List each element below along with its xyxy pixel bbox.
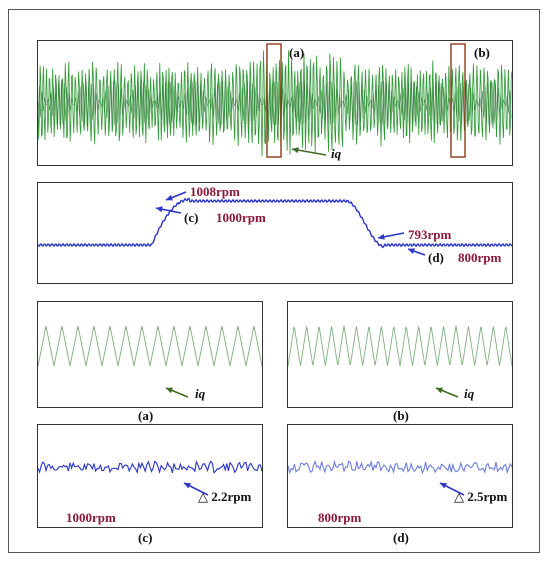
- zoom-c-caption: (c): [138, 530, 153, 545]
- current-waveform-plot: [38, 43, 512, 158]
- zoom-a-panel: iq: [37, 301, 263, 408]
- c-value-label: 1000rpm: [216, 210, 266, 225]
- zoom-d-caption: (d): [393, 530, 409, 545]
- iq-arrow: [291, 147, 327, 156]
- box-b-label: (b): [474, 45, 490, 60]
- svg-zc-ripple-arrow: [183, 482, 209, 496]
- svg-zc-trace: [38, 460, 262, 475]
- speed-trace: [38, 197, 512, 249]
- d-arrow: [407, 248, 426, 256]
- figure-frame: [8, 9, 540, 553]
- c-arrow: [155, 206, 182, 214]
- trough-arrow: [377, 232, 405, 240]
- speed-plot: [38, 191, 512, 256]
- zoom-c-panel: △ 2.2rpm 1000rpm: [37, 424, 263, 528]
- zoom-d-panel: △ 2.5rpm 800rpm: [287, 424, 513, 528]
- peak-arrow: [165, 191, 187, 201]
- d-label: (d): [428, 250, 444, 265]
- svg-zd-trace: [288, 459, 512, 475]
- iq-trace: [38, 50, 512, 157]
- box-a-label: (a): [289, 45, 305, 60]
- zoom-box-b: [450, 43, 466, 158]
- svg-zd-ripple-arrow: [439, 482, 465, 496]
- speed-panel: 1008rpm (c) 1000rpm 793rpm (d) 800rpm: [37, 182, 513, 284]
- svg-za-iq-arrow: [165, 387, 189, 398]
- zoom-d-speed-label: 800rpm: [318, 510, 362, 525]
- zoom-a-plot: [38, 325, 262, 398]
- zoom-b-caption: (b): [393, 408, 409, 423]
- zoom-a-iq-label: iq: [195, 386, 206, 401]
- peak-label: 1008rpm: [190, 184, 240, 199]
- zoom-box-a: [266, 43, 282, 158]
- iq-trace-core: [38, 80, 512, 126]
- zoom-a-caption: (a): [138, 408, 154, 423]
- zoom-b-panel: iq: [287, 301, 513, 408]
- iq-label: iq: [331, 146, 342, 161]
- trough-label: 793rpm: [408, 227, 452, 242]
- zoom-c-ripple-label: △ 2.2rpm: [198, 489, 252, 504]
- d-value-label: 800rpm: [458, 250, 502, 265]
- zoom-b-iq-label: iq: [464, 386, 475, 401]
- zoom-c-plot: [38, 460, 262, 496]
- zoom-d-ripple-label: △ 2.5rpm: [454, 489, 508, 504]
- svg-za-trace: [38, 325, 262, 367]
- svg-zb-trace: [288, 325, 512, 367]
- zoom-c-speed-label: 1000rpm: [66, 510, 116, 525]
- c-label: (c): [184, 210, 199, 225]
- svg-zb-iq-arrow: [435, 387, 459, 398]
- current-panel: (a) (b) iq: [37, 40, 513, 166]
- zoom-d-plot: [288, 459, 512, 496]
- zoom-b-plot: [288, 325, 512, 398]
